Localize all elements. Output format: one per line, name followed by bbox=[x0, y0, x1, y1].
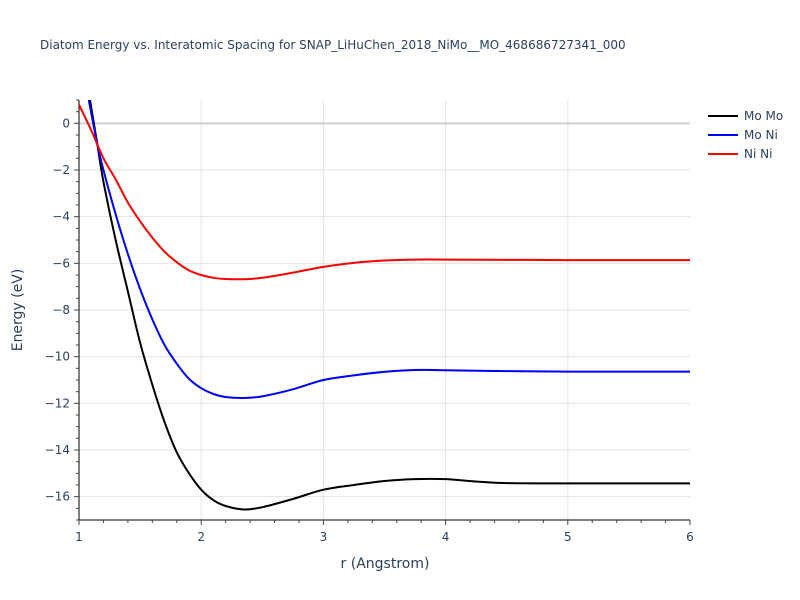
y-tick-label: −16 bbox=[45, 490, 70, 504]
x-tick-label: 1 bbox=[75, 530, 83, 544]
y-tick-label: −6 bbox=[52, 256, 70, 270]
y-tick-label: −10 bbox=[45, 350, 70, 364]
x-axis-label: r (Angstrom) bbox=[341, 556, 430, 572]
y-tick-label: −8 bbox=[52, 303, 70, 317]
x-tick-label: 5 bbox=[564, 530, 572, 544]
x-tick-labels: 1 2 3 4 5 6 bbox=[75, 530, 694, 544]
x-tick-label: 6 bbox=[686, 530, 694, 544]
legend-label: Mo Mo bbox=[744, 108, 784, 123]
legend-item-ni-ni[interactable]: Ni Ni bbox=[708, 144, 783, 163]
legend-item-mo-mo[interactable]: Mo Mo bbox=[708, 106, 783, 125]
x-tick-label: 2 bbox=[197, 530, 205, 544]
x-tick-label: 4 bbox=[442, 530, 450, 544]
y-tick-label: −4 bbox=[52, 210, 70, 224]
legend-label: Ni Ni bbox=[744, 146, 773, 161]
legend-item-mo-ni[interactable]: Mo Ni bbox=[708, 125, 783, 144]
legend-label: Mo Ni bbox=[744, 127, 778, 142]
series-lines bbox=[79, 100, 690, 511]
y-tick-label: −14 bbox=[45, 443, 70, 457]
gridlines bbox=[79, 100, 690, 520]
axes bbox=[74, 99, 691, 525]
y-tick-label: −12 bbox=[45, 396, 70, 410]
y-tick-labels: 0 −2 −4 −6 −8 −10 −12 −14 −16 bbox=[45, 116, 70, 503]
series-line-ni-ni bbox=[79, 104, 690, 281]
series-line-mo-ni bbox=[87, 100, 690, 399]
x-tick-label: 3 bbox=[320, 530, 328, 544]
line-swatch-icon bbox=[708, 133, 738, 136]
line-swatch-icon bbox=[708, 114, 738, 117]
series-line-mo-mo bbox=[89, 100, 690, 511]
y-tick-label: 0 bbox=[62, 116, 70, 130]
chart-title: Diatom Energy vs. Interatomic Spacing fo… bbox=[40, 38, 626, 52]
line-swatch-icon bbox=[708, 152, 738, 155]
y-tick-label: −2 bbox=[52, 163, 70, 177]
legend: Mo Mo Mo Ni Ni Ni bbox=[708, 106, 783, 163]
y-axis-label: Energy (eV) bbox=[10, 269, 26, 352]
